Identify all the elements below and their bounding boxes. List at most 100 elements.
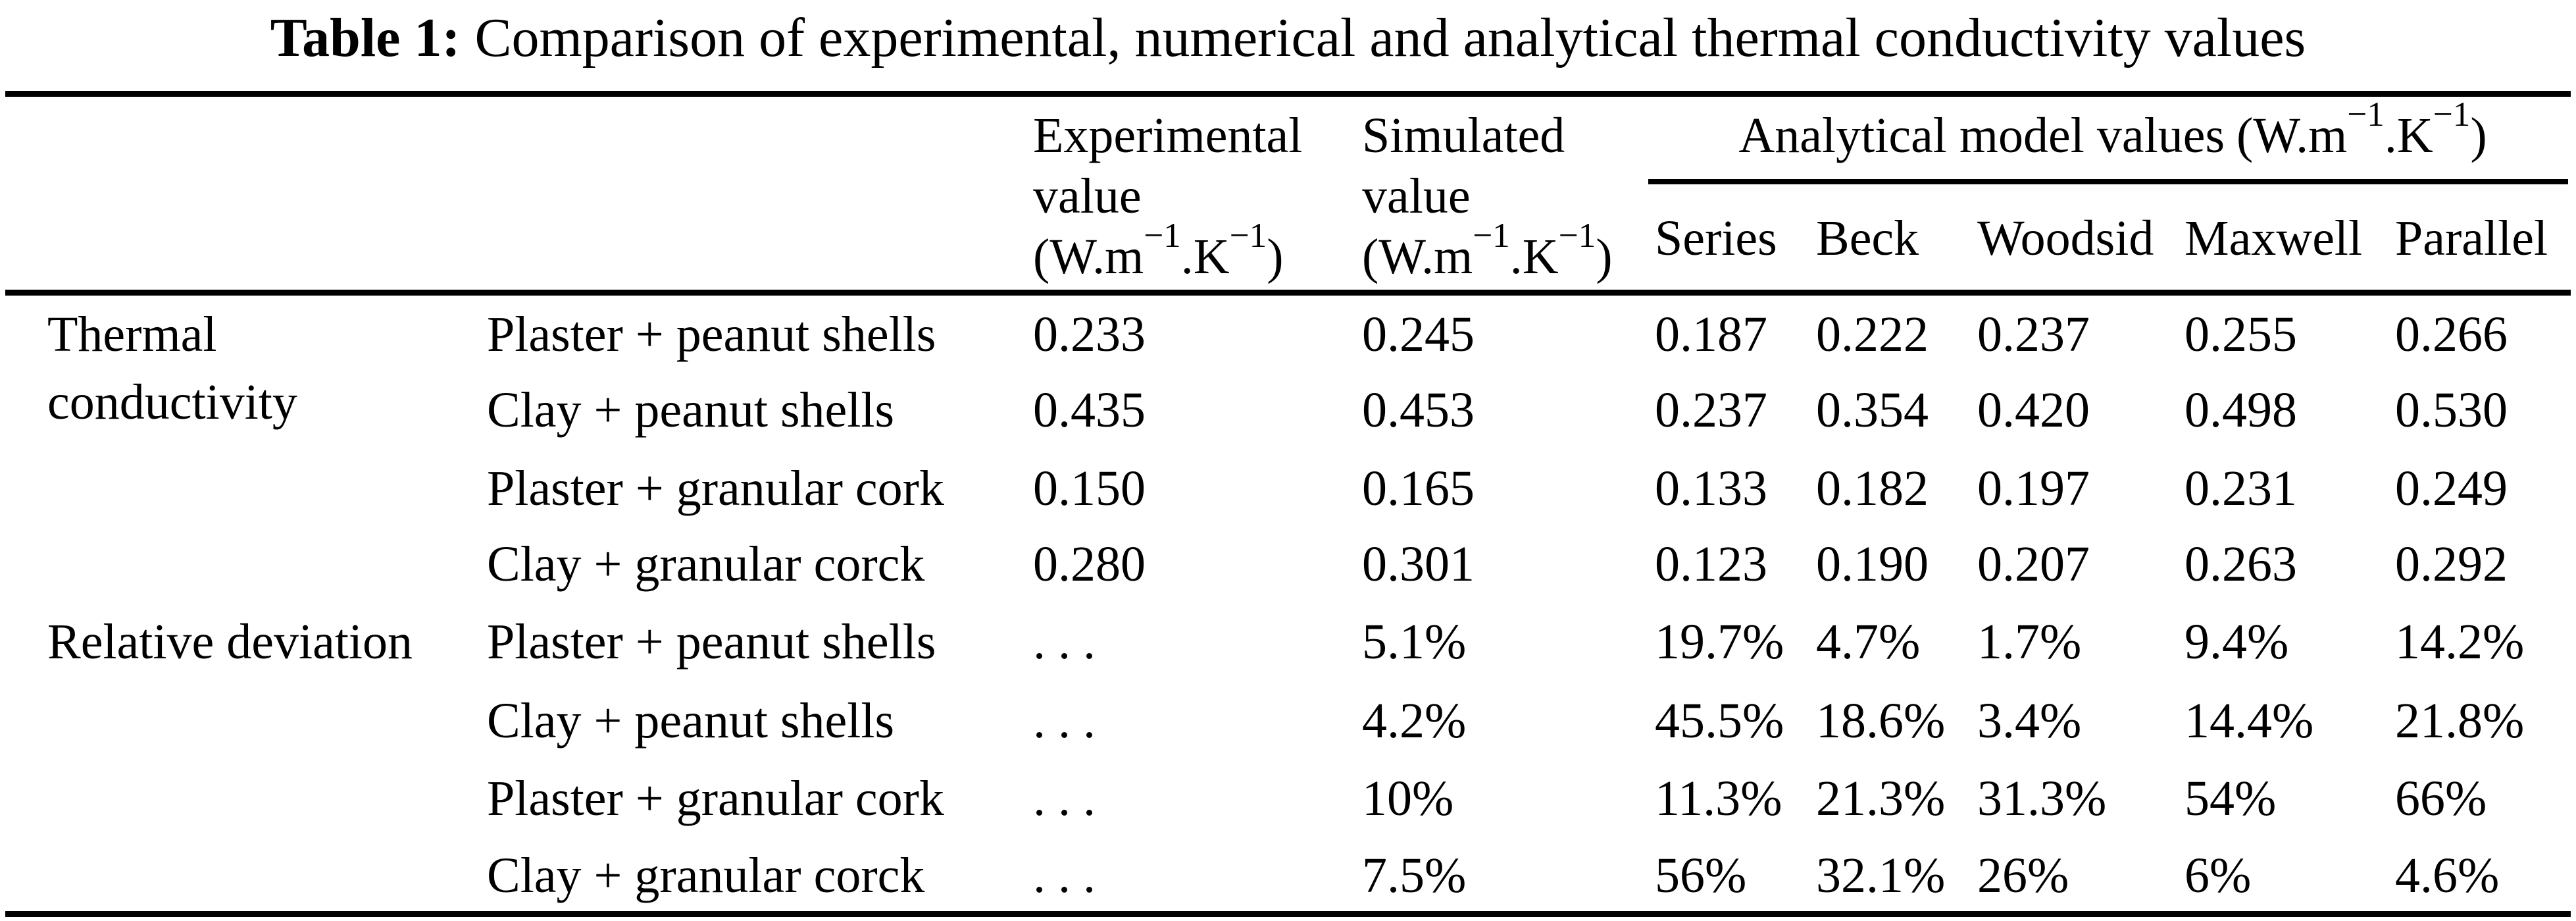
cell-simulated: 0.301 — [1362, 537, 1475, 592]
cell-parallel: 0.530 — [2395, 382, 2508, 438]
table-row: Plaster + granular cork . . . 10% 11.3% … — [47, 768, 2576, 829]
cell-simulated: 10% — [1362, 771, 1454, 826]
analytical-header-label: Analytical model values — [1738, 108, 2225, 163]
cell-woodsid: 0.420 — [1977, 382, 2090, 438]
model-header-maxwell: Maxwell — [2185, 211, 2363, 266]
cell-woodsid: 3.4% — [1977, 693, 2082, 749]
unit-text: (W.m — [2236, 108, 2348, 163]
material-label: Clay + peanut shells — [487, 382, 895, 438]
unit-text: .K — [1509, 229, 1559, 284]
unit-text: ) — [1267, 229, 1284, 284]
cell-parallel: 66% — [2395, 771, 2487, 826]
cell-beck: 18.6% — [1816, 693, 1946, 749]
section-label-thermal-conductivity: Thermal — [47, 307, 217, 362]
model-header-series: Series — [1655, 211, 1777, 266]
model-header-parallel: Parallel — [2395, 211, 2548, 266]
material-label: Plaster + peanut shells — [487, 614, 936, 670]
column-header-simulated: Simulated value (W.m−1.K−1) — [1362, 105, 1613, 287]
cell-woodsid: 0.197 — [1977, 461, 2090, 516]
cell-beck: 4.7% — [1816, 614, 1921, 670]
cell-parallel: 21.8% — [2395, 693, 2525, 749]
column-header-experimental: Experimental value (W.m−1.K−1) — [1033, 105, 1302, 287]
simulated-header-line1: Simulated — [1362, 108, 1565, 163]
experimental-header-unit: (W.m−1.K−1) — [1033, 218, 1302, 287]
cell-woodsid: 1.7% — [1977, 614, 2082, 670]
cell-woodsid: 26% — [1977, 848, 2069, 903]
cell-experimental: . . . — [1033, 771, 1096, 826]
unit-text: ) — [1596, 229, 1613, 284]
cell-parallel: 0.249 — [2395, 461, 2508, 516]
table-row: Clay + granular corck . . . 7.5% 56% 32.… — [47, 845, 2576, 906]
cell-woodsid: 31.3% — [1977, 771, 2107, 826]
unit-text: (W.m — [1033, 229, 1144, 284]
cell-parallel: 0.266 — [2395, 307, 2508, 362]
cell-series: 56% — [1655, 848, 1747, 903]
bottom-rule — [5, 911, 2571, 917]
unit-superscript: −1 — [2347, 95, 2385, 134]
unit-superscript: −1 — [1229, 216, 1267, 255]
cell-simulated: 5.1% — [1362, 614, 1467, 670]
table-row: Clay + peanut shells . . . 4.2% 45.5% 18… — [47, 691, 2576, 751]
unit-superscript: −1 — [1473, 216, 1510, 255]
table-row: Clay + granular corck 0.280 0.301 0.123 … — [47, 534, 2576, 594]
cell-maxwell: 0.255 — [2185, 307, 2297, 362]
unit-superscript: −1 — [2433, 95, 2471, 134]
cell-series: 11.3% — [1655, 771, 1782, 826]
cell-simulated: 7.5% — [1362, 848, 1467, 903]
section-label-relative-deviation: Relative deviation — [47, 614, 413, 670]
material-label: Clay + granular corck — [487, 848, 925, 903]
cell-beck: 21.3% — [1816, 771, 1946, 826]
section-label-spacer — [47, 845, 487, 906]
unit-text: (W.m — [1362, 229, 1473, 284]
cell-beck: 0.182 — [1816, 461, 1929, 516]
unit-superscript: −1 — [1558, 216, 1596, 255]
cell-experimental: 0.280 — [1033, 537, 1146, 592]
material-label: Plaster + peanut shells — [487, 307, 936, 362]
analytical-underline-rule — [1648, 179, 2568, 184]
cell-series: 0.123 — [1655, 537, 1767, 592]
section-label-spacer — [47, 458, 487, 519]
cell-experimental: . . . — [1033, 614, 1096, 670]
cell-beck: 0.222 — [1816, 307, 1929, 362]
cell-experimental: 0.435 — [1033, 382, 1146, 438]
cell-maxwell: 54% — [2185, 771, 2277, 826]
cell-maxwell: 0.231 — [2185, 461, 2297, 516]
column-header-analytical: Analytical model values (W.m−1.K−1) — [1655, 97, 2571, 166]
cell-series: 0.133 — [1655, 461, 1767, 516]
table-row: Plaster + granular cork 0.150 0.165 0.13… — [47, 458, 2576, 519]
cell-experimental: . . . — [1033, 848, 1096, 903]
section-label-spacer — [47, 534, 487, 594]
cell-series: 0.187 — [1655, 307, 1767, 362]
section-label-spacer — [47, 768, 487, 829]
top-rule — [5, 91, 2571, 97]
table-caption: Table 1: Comparison of experimental, nume… — [0, 5, 2576, 71]
experimental-header-line1: Experimental — [1033, 108, 1303, 163]
caption-text: Comparison of experimental, numerical an… — [474, 7, 2306, 68]
cell-maxwell: 9.4% — [2185, 614, 2289, 670]
simulated-header-line2: value — [1362, 169, 1471, 224]
cell-woodsid: 0.237 — [1977, 307, 2090, 362]
cell-simulated: 4.2% — [1362, 693, 1467, 749]
section-label-spacer — [47, 380, 487, 440]
cell-maxwell: 0.263 — [2185, 537, 2297, 592]
cell-simulated: 0.453 — [1362, 382, 1475, 438]
material-label: Clay + granular corck — [487, 537, 925, 592]
header-bottom-rule — [5, 290, 2571, 296]
unit-text: ) — [2470, 108, 2487, 163]
cell-parallel: 0.292 — [2395, 537, 2508, 592]
unit-superscript: −1 — [1144, 216, 1181, 255]
simulated-header-unit: (W.m−1.K−1) — [1362, 218, 1613, 287]
cell-parallel: 4.6% — [2395, 848, 2500, 903]
cell-beck: 32.1% — [1816, 848, 1946, 903]
material-label: Plaster + granular cork — [487, 771, 944, 826]
cell-experimental: 0.150 — [1033, 461, 1146, 516]
unit-text: .K — [2384, 108, 2433, 163]
unit-text: .K — [1180, 229, 1230, 284]
table-row: Relative deviation Plaster + peanut shel… — [47, 612, 2576, 672]
section-label-spacer — [47, 691, 487, 751]
cell-beck: 0.354 — [1816, 382, 1929, 438]
cell-experimental: 0.233 — [1033, 307, 1146, 362]
material-label: Clay + peanut shells — [487, 693, 895, 749]
cell-series: 19.7% — [1655, 614, 1784, 670]
